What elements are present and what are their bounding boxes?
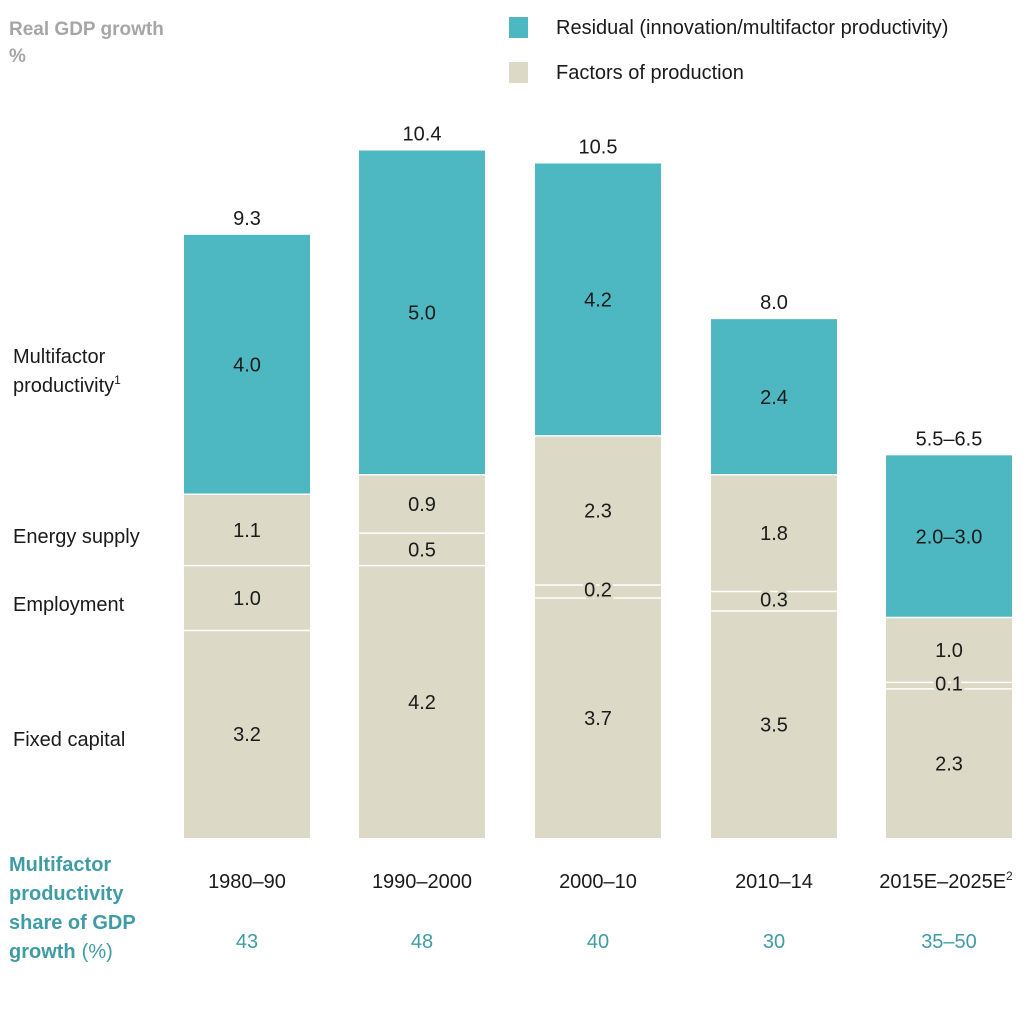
share-value-3: 40 — [587, 931, 609, 953]
segment-label-energy-supply-5: 1.0 — [935, 640, 963, 662]
segment-label-fixed-capital-3: 3.7 — [584, 708, 612, 730]
legend-label-factors: Factors of production — [556, 62, 744, 84]
segment-label-multifactor-productivity-1: 4.0 — [233, 355, 261, 377]
segment-label-multifactor-productivity-2: 5.0 — [408, 303, 436, 325]
bar-employment-4 — [711, 591, 837, 611]
segment-label-energy-supply-4: 1.8 — [760, 523, 788, 545]
segment-label-multifactor-productivity-4: 2.4 — [760, 387, 788, 409]
segment-label-employment-1: 1.0 — [233, 588, 261, 610]
segment-label-energy-supply-3: 2.3 — [584, 500, 612, 522]
segment-label-employment-2: 0.5 — [408, 539, 436, 561]
category-label-2: 1990–2000 — [372, 871, 472, 893]
category-label-5: 2015E–2025E2 — [879, 869, 1013, 893]
legend: Residual (innovation/multifactor product… — [509, 17, 948, 84]
bar-fixed-capital-4 — [711, 611, 837, 838]
bar-fixed-capital-3 — [535, 598, 661, 838]
share-value-2: 48 — [411, 931, 433, 953]
category-label-3: 2000–10 — [559, 871, 637, 893]
legend-swatch-factors — [509, 62, 528, 83]
bar-employment-5 — [886, 682, 1012, 689]
segment-label-fixed-capital-4: 3.5 — [760, 715, 788, 737]
share-value-4: 30 — [763, 931, 785, 953]
row-label-employment: Employment — [13, 594, 125, 616]
category-label-4: 2010–14 — [735, 871, 813, 893]
bar-energy-supply-3 — [535, 435, 661, 586]
total-label-2: 10.4 — [403, 124, 442, 146]
bar-fixed-capital-2 — [359, 565, 485, 838]
row-label-fixed-capital: Fixed capital — [13, 729, 125, 751]
bar-energy-supply-2 — [359, 474, 485, 534]
segment-label-fixed-capital-2: 4.2 — [408, 692, 436, 714]
chart-unit: % — [9, 46, 26, 67]
total-label-1: 9.3 — [233, 208, 261, 230]
share-row-label-line2: productivity — [9, 883, 124, 905]
chart-title: Real GDP growth — [9, 19, 164, 40]
row-labels: Multifactor productivity1 Energy supply … — [13, 346, 140, 751]
share-values: 43 48 40 30 35–50 — [236, 931, 977, 953]
segment-label-fixed-capital-1: 3.2 — [233, 724, 261, 746]
bar-multifactor-productivity-1 — [184, 234, 310, 495]
share-value-1: 43 — [236, 931, 258, 953]
share-row-label-line3: share of GDP — [9, 912, 135, 934]
total-label-3: 10.5 — [579, 136, 618, 158]
bar-multifactor-productivity-4 — [711, 319, 837, 475]
bar-multifactor-productivity-5 — [886, 455, 1012, 618]
total-label-5: 5.5–6.5 — [916, 428, 983, 450]
segment-label-employment-5: 0.1 — [935, 674, 963, 696]
bar-employment-2 — [359, 533, 485, 566]
bar-employment-1 — [184, 565, 310, 631]
category-labels: 1980–90 1990–2000 2000–10 2010–14 2015E–2025… — [208, 869, 1013, 893]
row-label-multifactor-line1: Multifactor — [13, 346, 106, 368]
category-label-1: 1980–90 — [208, 871, 286, 893]
segment-label-energy-supply-1: 1.1 — [233, 520, 261, 542]
legend-swatch-residual — [509, 17, 528, 38]
category-footnote-5: 2 — [1006, 869, 1013, 883]
row-label-multifactor: Multifactor productivity1 — [13, 346, 121, 397]
share-row-label-unit: (%) — [82, 941, 113, 963]
row-label-multifactor-line2: productivity — [13, 375, 114, 397]
bar-energy-supply-1 — [184, 494, 310, 566]
bar-multifactor-productivity-2 — [359, 150, 485, 475]
bar-multifactor-productivity-3 — [535, 163, 661, 436]
bar-employment-3 — [535, 585, 661, 599]
total-label-4: 8.0 — [760, 292, 788, 314]
bar-energy-supply-5 — [886, 617, 1012, 683]
share-row-label-line4: growth — [9, 941, 76, 963]
row-label-energy-supply: Energy supply — [13, 526, 140, 548]
segment-label-employment-4: 0.3 — [760, 589, 788, 611]
bar-energy-supply-4 — [711, 474, 837, 592]
segment-label-fixed-capital-5: 2.3 — [935, 753, 963, 775]
segment-label-multifactor-productivity-3: 4.2 — [584, 290, 612, 312]
segment-label-energy-supply-2: 0.9 — [408, 494, 436, 516]
share-value-5: 35–50 — [921, 931, 977, 953]
share-row-label: Multifactor productivity share of GDP gr… — [9, 854, 141, 963]
bar-fixed-capital-5 — [886, 688, 1012, 838]
share-row-label-line1: Multifactor — [9, 854, 111, 876]
row-label-multifactor-footnote: 1 — [114, 373, 121, 387]
segment-label-employment-3: 0.2 — [584, 580, 612, 602]
bar-fixed-capital-1 — [184, 630, 310, 838]
segment-label-multifactor-productivity-5: 2.0–3.0 — [916, 526, 983, 548]
legend-label-residual: Residual (innovation/multifactor product… — [556, 17, 948, 39]
bars: 3.2 1.0 1.1 4.0 9.3 4.2 0.5 0.9 5.0 10.4 3.7 0.2 2.3… — [184, 124, 1012, 838]
